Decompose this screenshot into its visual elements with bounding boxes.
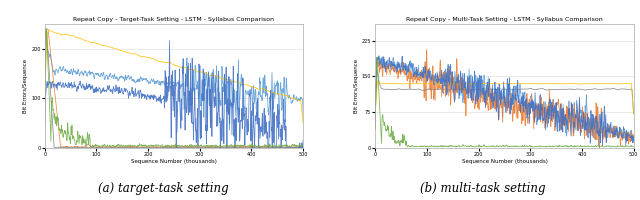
Y-axis label: Bit Errors/Sequence: Bit Errors/Sequence	[354, 59, 359, 113]
Text: (b) multi-task setting: (b) multi-task setting	[420, 182, 546, 195]
X-axis label: Sequence Number (thousands): Sequence Number (thousands)	[131, 159, 217, 164]
Title: Repeat Copy - Target-Task Setting - LSTM - Syllabus Comparison: Repeat Copy - Target-Task Setting - LSTM…	[74, 17, 275, 22]
X-axis label: Sequence Number (thousands): Sequence Number (thousands)	[461, 159, 547, 164]
Text: (a) target-task setting: (a) target-task setting	[98, 182, 228, 195]
Title: Repeat Copy - Multi-Task Setting - LSTM - Syllabus Comparison: Repeat Copy - Multi-Task Setting - LSTM …	[406, 17, 603, 22]
Y-axis label: Bit Errors/Sequence: Bit Errors/Sequence	[24, 59, 29, 113]
